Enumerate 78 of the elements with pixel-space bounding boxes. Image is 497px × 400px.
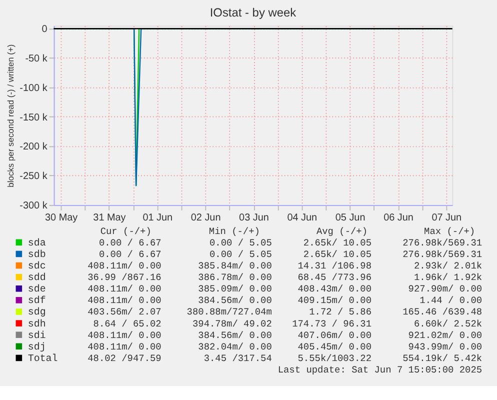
text: 0.00 / 5.05	[210, 248, 272, 260]
x-tick-label: 01 Jun	[142, 212, 173, 224]
x-tick-label: 02 Jun	[190, 212, 221, 224]
text: 386.78m/ 0.00	[198, 272, 272, 284]
text: 382.04m/ 0.00	[198, 341, 272, 352]
text: 408.11m/ 0.00	[88, 295, 162, 306]
text: 276.98k/569.31	[402, 237, 482, 248]
legend-label: sdc	[28, 260, 46, 272]
x-tick-label: 03 Jun	[239, 212, 269, 224]
text: 48.02 /947.59	[88, 352, 162, 364]
text: 554.19k/ 5.42k	[402, 352, 482, 364]
x-tick-label: 31 May	[93, 212, 126, 224]
text: 6.60k/ 2.52k	[414, 318, 482, 330]
text: 408.43m/ 0.00	[298, 284, 372, 295]
legend-label: sdg	[28, 306, 46, 318]
y-axis-title: blocks per second read (-) / written (+)	[6, 44, 16, 188]
text: 174.73 / 96.31	[292, 318, 372, 330]
text: 407.06m/ 0.00	[298, 330, 372, 341]
text: 384.56m/ 0.00	[198, 330, 272, 341]
text: Max (-/+)	[424, 226, 476, 237]
x-tick-label: 04 Jun	[287, 212, 318, 224]
x-tick-label: 30 May	[45, 212, 78, 224]
text: 394.78m/ 49.02	[192, 318, 272, 330]
text: 409.15m/ 0.00	[298, 295, 372, 306]
text: 408.11m/ 0.00	[88, 284, 162, 295]
legend-label: sde	[28, 284, 46, 295]
legend-label: sdd	[28, 272, 46, 284]
text: Cur (-/+)	[100, 226, 152, 237]
text: 927.90m/ 0.00	[408, 284, 482, 295]
text: 385.84m/ 0.00	[198, 260, 272, 272]
text: 380.88m/727.04m	[186, 306, 272, 318]
legend-label: sda	[28, 237, 46, 248]
text: 0.00 / 6.67	[98, 248, 162, 260]
text: Min (-/+)	[208, 226, 260, 237]
text: 5.55k/1003.22	[298, 352, 372, 364]
text: 68.45 /773.96	[298, 272, 372, 284]
text: 943.99m/ 0.00	[408, 341, 482, 352]
text: 0.00 / 6.67	[98, 237, 162, 248]
text: 1.44 / 0.00	[420, 295, 482, 306]
text: 408.11m/ 0.00	[88, 341, 162, 352]
y-tick-label: -100 k	[20, 82, 48, 94]
text: 2.65k/ 10.05	[303, 248, 372, 260]
text: 3.45 /317.54	[204, 352, 272, 364]
chart-title: IOstat - by week	[210, 6, 296, 20]
legend-label: sdj	[28, 341, 46, 352]
y-tick-label: -250 k	[20, 171, 48, 182]
text: 408.11m/ 0.00	[88, 260, 162, 272]
text: 2.65k/ 10.05	[303, 237, 372, 248]
text: 405.45m/ 0.00	[298, 341, 372, 352]
y-tick-label: -150 k	[20, 112, 48, 124]
legend-label: sdi	[28, 330, 46, 341]
x-tick-label: 06 Jun	[384, 212, 414, 224]
text: Last update: Sat Jun 7 15:05:00 2025	[278, 364, 482, 376]
text: 36.99 /867.16	[88, 272, 162, 284]
y-tick-label: -200 k	[20, 142, 48, 153]
text: 165.46 /639.48	[402, 306, 482, 318]
legend-label: sdb	[28, 248, 46, 260]
text: 1.72 / 5.86	[309, 306, 372, 318]
legend-label: sdf	[28, 295, 46, 306]
x-tick-label: 05 Jun	[335, 212, 366, 224]
text: 2.93k/ 2.01k	[414, 260, 482, 272]
text: 403.56m/ 2.07	[88, 306, 162, 318]
legend-label: Total	[28, 352, 58, 364]
legend-label: sdh	[28, 318, 46, 330]
text: 921.02m/ 0.00	[408, 330, 482, 341]
text: 276.98k/569.31	[402, 248, 482, 260]
y-tick-label: -50 k	[25, 53, 48, 64]
text: 1.96k/ 1.92k	[414, 272, 482, 284]
text: 8.64 / 65.02	[93, 318, 162, 330]
text: 0.00 / 5.05	[210, 237, 272, 248]
text: Avg (-/+)	[316, 226, 368, 237]
x-tick-label: 07 Jun	[432, 212, 462, 224]
text: 14.31 /106.98	[298, 260, 372, 272]
y-tick-label: -300 k	[20, 200, 48, 212]
y-tick-label: 0	[42, 24, 48, 36]
text: 384.56m/ 0.00	[198, 295, 272, 306]
text: 408.11m/ 0.00	[88, 330, 162, 341]
text: 385.09m/ 0.00	[198, 284, 272, 295]
